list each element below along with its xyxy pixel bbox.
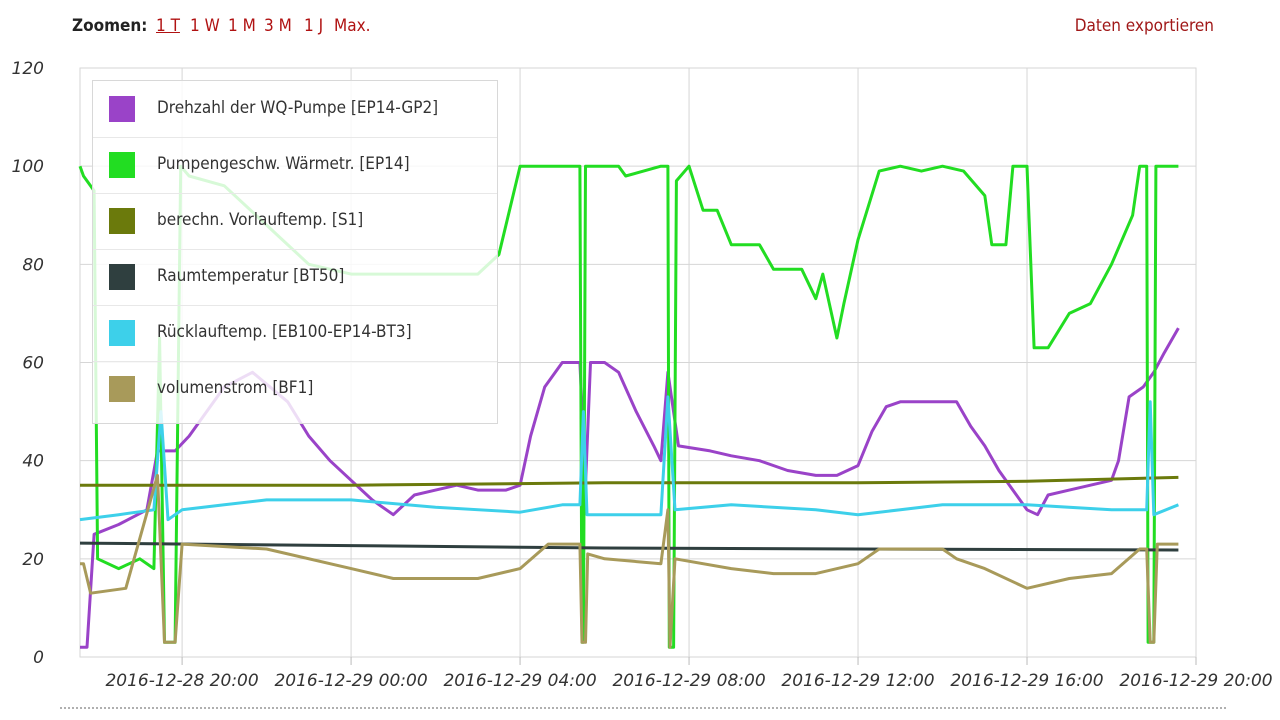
legend-swatch-cyan	[109, 320, 135, 346]
x-tick-label: 2016-12-29 12:00	[781, 671, 934, 691]
legend-item-drehzahl[interactable]: Drehzahl der WQ-Pumpe [EP14-GP2]	[93, 81, 497, 138]
legend-item-pumpengeschw[interactable]: Pumpengeschw. Wärmetr. [EP14]	[93, 137, 497, 194]
x-axis-ticks: 2016-12-28 20:00 2016-12-29 00:00 2016-12-…	[105, 671, 1272, 691]
x-tick-label: 2016-12-29 16:00	[950, 671, 1103, 691]
legend-label: berechn. Vorlauftemp. [S1]	[157, 210, 364, 230]
x-tick-label: 2016-12-29 20:00	[1119, 671, 1272, 691]
legend-item-raumtemperatur[interactable]: Raumtemperatur [BT50]	[93, 249, 497, 306]
bottom-divider	[60, 707, 1226, 709]
x-tick-label: 2016-12-28 20:00	[105, 671, 258, 691]
legend-swatch-khaki	[109, 376, 135, 402]
y-tick-label: 60	[22, 354, 44, 374]
zoom-3-months[interactable]: 3 M	[264, 16, 292, 36]
y-tick-label: 120	[12, 59, 44, 79]
legend-label: Raumtemperatur [BT50]	[157, 266, 345, 286]
legend-label: volumenstrom [BF1]	[157, 378, 314, 398]
legend-item-volumenstrom[interactable]: volumenstrom [BF1]	[93, 361, 497, 417]
legend-label: Drehzahl der WQ-Pumpe [EP14-GP2]	[157, 98, 439, 118]
legend-item-ruecklauftemp[interactable]: Rücklauftemp. [EB100-EP14-BT3]	[93, 305, 497, 362]
x-tick-label: 2016-12-29 00:00	[274, 671, 427, 691]
series-line-5	[80, 473, 1179, 649]
legend-swatch-green	[109, 152, 135, 178]
y-tick-label: 0	[33, 648, 44, 668]
y-axis-ticks: 0 20 40 60 80 100 120	[12, 59, 44, 668]
y-tick-label: 80	[22, 255, 44, 275]
zoom-label: Zoomen:	[72, 16, 148, 36]
legend-swatch-darkgray	[109, 264, 135, 290]
series-line-4	[79, 395, 1179, 522]
legend-item-vorlauftemp[interactable]: berechn. Vorlauftemp. [S1]	[93, 193, 497, 250]
legend-label: Pumpengeschw. Wärmetr. [EP14]	[157, 154, 410, 174]
zoom-max[interactable]: Max.	[334, 16, 371, 36]
export-data-link[interactable]: Daten exportieren	[1074, 16, 1214, 36]
y-tick-label: 100	[12, 157, 44, 177]
chart-toolbar: Zoomen: 1 T 1 W 1 M 3 M 1 J Max. Daten e…	[0, 0, 1280, 56]
zoom-1-day[interactable]: 1 T	[156, 16, 180, 36]
chart-series	[78, 164, 1180, 649]
series-line-2	[80, 475, 1179, 487]
zoom-1-month[interactable]: 1 M	[228, 16, 256, 36]
legend-swatch-purple	[109, 96, 135, 122]
x-tick-label: 2016-12-29 08:00	[612, 671, 765, 691]
y-tick-label: 20	[22, 550, 44, 570]
x-tick-label: 2016-12-29 04:00	[443, 671, 596, 691]
zoom-1-week[interactable]: 1 W	[190, 16, 220, 36]
legend-label: Rücklauftemp. [EB100-EP14-BT3]	[157, 322, 412, 342]
zoom-1-year[interactable]: 1 J	[304, 16, 324, 36]
chart-legend: Drehzahl der WQ-Pumpe [EP14-GP2] Pumpeng…	[92, 80, 498, 424]
series-line-3	[79, 541, 1179, 552]
y-tick-label: 40	[22, 452, 44, 472]
legend-swatch-olive	[109, 208, 135, 234]
